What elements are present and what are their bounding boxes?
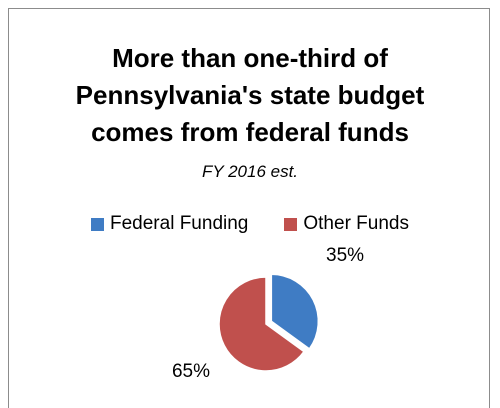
- pie-slice-federal-funding: [270, 273, 320, 350]
- legend-item-federal-funding: Federal Funding: [91, 213, 248, 235]
- chart-title: More than one-third of Pennsylvania's st…: [0, 40, 500, 151]
- chart-subtitle: FY 2016 est.: [201, 162, 299, 181]
- legend-swatch-federal-funding: [91, 217, 104, 231]
- legend-label-other-funds: Other Funds: [303, 213, 409, 234]
- chart-title-line-2: Pennsylvania's state budget: [75, 80, 425, 110]
- pie-chart: 35% 65%: [172, 245, 364, 382]
- legend-swatch-other-funds: [284, 217, 298, 231]
- data-label-other-funds: 65%: [172, 361, 210, 382]
- chart-title-line-3: comes from federal funds: [91, 117, 409, 147]
- legend-label-federal-funding: Federal Funding: [110, 213, 249, 234]
- pie-slice-other-funds: [218, 276, 306, 372]
- chart-legend: Federal Funding Other Funds: [0, 213, 500, 235]
- legend-item-other-funds: Other Funds: [284, 213, 409, 235]
- data-label-federal-funding: 35%: [326, 245, 364, 266]
- chart-title-line-1: More than one-third of: [112, 43, 388, 73]
